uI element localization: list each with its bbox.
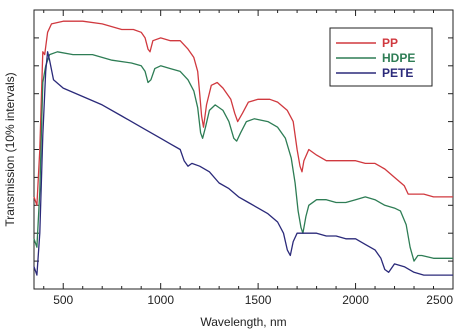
series-line-hdpe xyxy=(33,51,453,262)
x-tick-label: 500 xyxy=(53,293,73,307)
legend-label: PETE xyxy=(382,66,413,80)
x-tick-label: 1500 xyxy=(245,293,272,307)
legend-label: HDPE xyxy=(382,51,415,65)
x-axis-label: Wavelength, nm xyxy=(200,315,286,329)
x-tick-label: 2000 xyxy=(342,293,369,307)
series-line-pp xyxy=(33,20,453,206)
x-tick-label: 1000 xyxy=(147,293,174,307)
x-tick-label: 2500 xyxy=(426,293,453,307)
series-line-pete xyxy=(33,51,453,276)
legend-label: PP xyxy=(382,36,398,50)
y-axis-label: Transmission (10% intervals) xyxy=(3,72,17,226)
legend-box xyxy=(329,27,433,87)
